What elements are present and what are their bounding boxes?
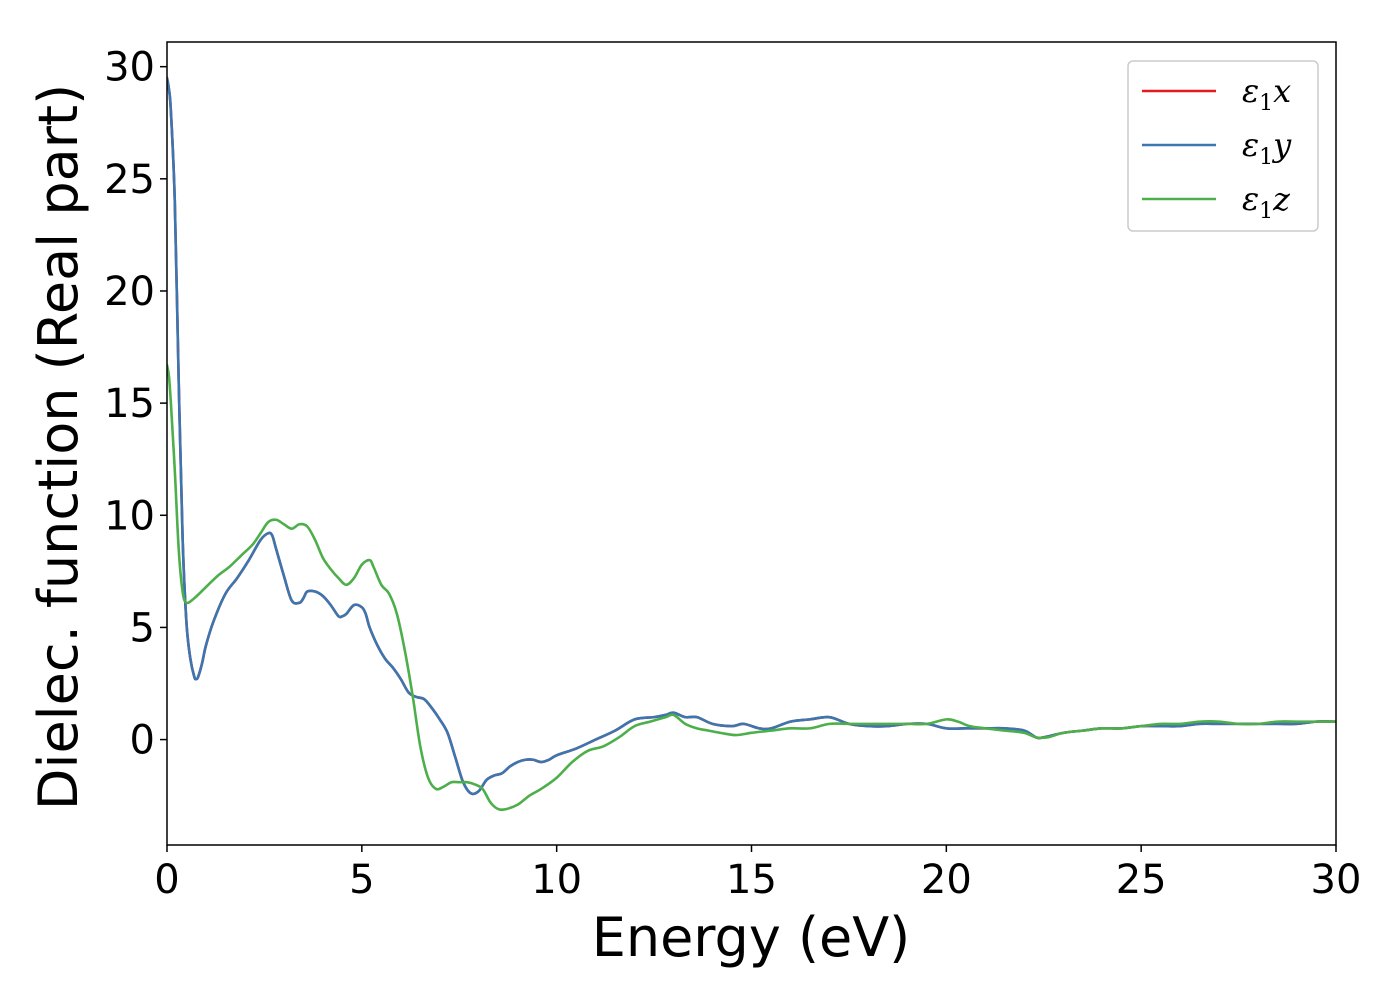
legend-label-z: ε1z <box>1242 180 1291 224</box>
x-tick-label: 30 <box>1311 857 1362 903</box>
y-tick-label: 10 <box>104 493 155 539</box>
y-tick-label: 20 <box>104 269 155 315</box>
series-layer <box>167 76 1336 812</box>
series-line-z <box>167 363 1336 812</box>
y-axis: 0 5 10 15 20 25 30 <box>104 45 167 764</box>
legend-label-y: ε1y <box>1242 126 1292 170</box>
y-axis-label: Dielec. function (Real part) <box>27 84 90 810</box>
legend-box <box>1127 60 1319 232</box>
y-tick-label: 30 <box>104 45 155 91</box>
series-line-y <box>167 76 1336 796</box>
legend: ε1x ε1y ε1z <box>1127 60 1319 232</box>
y-tick-label: 5 <box>130 605 155 651</box>
x-tick-label: 10 <box>531 857 582 903</box>
x-axis-label: Energy (eV) <box>592 906 911 969</box>
y-tick-label: 0 <box>130 718 155 764</box>
x-tick-label: 0 <box>154 857 179 903</box>
x-tick-label: 15 <box>726 857 777 903</box>
legend-label-x: ε1x <box>1242 72 1291 116</box>
x-tick-label: 25 <box>1116 857 1167 903</box>
y-tick-label: 15 <box>104 381 155 427</box>
x-axis: 0 5 10 15 20 25 30 <box>154 845 1361 903</box>
x-tick-label: 5 <box>349 857 374 903</box>
x-tick-label: 20 <box>921 857 972 903</box>
y-tick-label: 25 <box>104 157 155 203</box>
